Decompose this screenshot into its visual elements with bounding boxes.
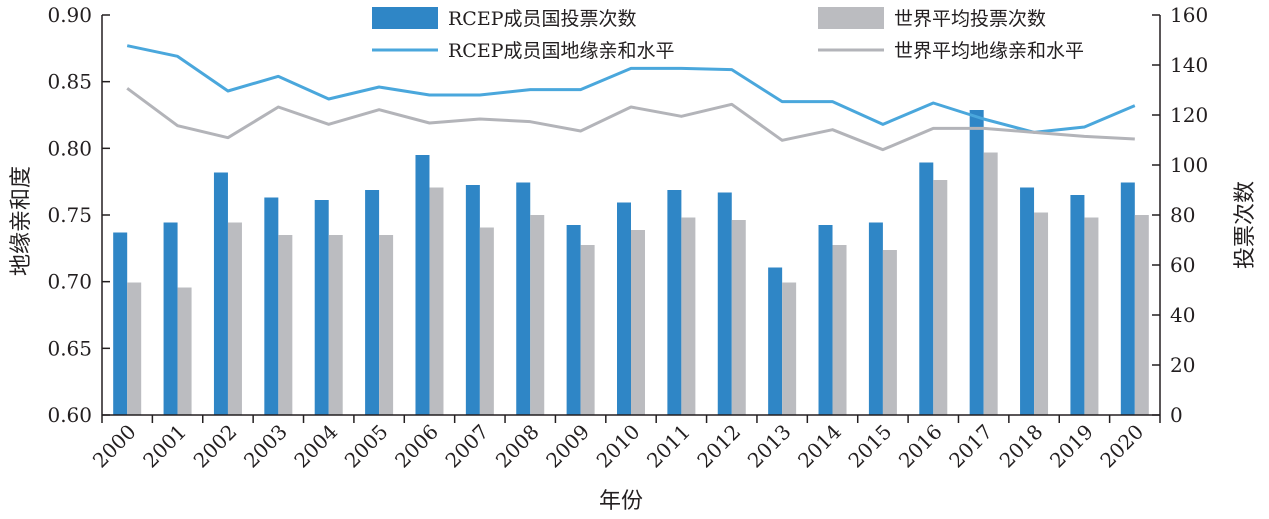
right-y-tick-label: 120 [1170, 103, 1208, 127]
rcep-vote-bar [1020, 187, 1035, 415]
world-vote-bar [177, 287, 192, 415]
left-y-tick-label: 0.65 [47, 336, 92, 360]
x-tick-label: 2013 [743, 420, 796, 473]
x-tick-label: 2000 [88, 420, 141, 473]
x-tick-label: 2017 [944, 420, 997, 473]
rcep-vote-bar [1120, 182, 1135, 415]
rcep-vote-bar [818, 225, 833, 415]
world-vote-bar [530, 215, 545, 415]
rcep-vote-bar [365, 190, 380, 415]
x-tick-label: 2005 [340, 420, 393, 473]
rcep-vote-bar [768, 267, 783, 415]
rcep-vote-bar [465, 185, 480, 415]
world-vote-bar [278, 235, 293, 415]
rcep-vote-bar [969, 110, 984, 415]
world-vote-bar [227, 222, 242, 415]
right-y-tick-label: 100 [1170, 153, 1208, 177]
left-y-tick-label: 0.60 [47, 403, 92, 427]
right-y-tick-label: 60 [1170, 253, 1195, 277]
x-tick-label: 2018 [995, 420, 1048, 473]
world-vote-bar [631, 230, 645, 415]
world-vote-bar [580, 245, 595, 415]
x-tick-label: 2016 [894, 420, 947, 473]
world-vote-bar [1034, 212, 1049, 415]
legend-label: RCEP成员国地缘亲和水平 [448, 40, 675, 62]
world-vote-bar [429, 187, 444, 415]
x-tick-label: 2007 [440, 420, 493, 473]
rcep-vote-bar [264, 197, 279, 415]
rcep-vote-bar [163, 222, 178, 415]
right-y-tick-label: 160 [1170, 3, 1208, 27]
left-y-tick-label: 0.80 [47, 136, 92, 160]
left-y-tick-label: 0.75 [47, 203, 92, 227]
right-y-tick-label: 20 [1170, 353, 1195, 377]
rcep-vote-bar [919, 162, 934, 415]
legend-label: 世界平均投票次数 [894, 8, 1046, 30]
legend-item-rcep-votes: RCEP成员国投票次数 [372, 7, 637, 30]
x-tick-label: 2008 [491, 420, 544, 473]
right-y-tick-label: 140 [1170, 53, 1208, 77]
x-tick-label: 2012 [692, 420, 745, 473]
rcep-vote-bar [314, 200, 329, 415]
left-y-tick-label: 0.90 [47, 3, 92, 27]
x-tick-label: 2009 [541, 420, 594, 473]
world-vote-bar [882, 250, 897, 415]
x-tick-label: 2004 [289, 420, 342, 473]
world-affinity-line [126, 87, 1135, 152]
rcep-vote-bar [113, 232, 128, 415]
world-vote-bar [328, 235, 343, 415]
rcep-vote-bar [717, 192, 732, 415]
world-vote-bar [127, 282, 142, 415]
left-y-tick-label: 0.70 [47, 270, 92, 294]
legend-item-world-votes: 世界平均投票次数 [818, 7, 1046, 30]
rcep-vote-bar [868, 222, 883, 415]
world-vote-bar [379, 235, 394, 415]
world-vote-bar [731, 220, 746, 415]
world-vote-bar [479, 227, 494, 415]
world-vote-bar [983, 152, 998, 415]
right-y-tick-label: 80 [1170, 203, 1195, 227]
rcep-vote-bar [617, 202, 631, 415]
legend: RCEP成员国投票次数 世界平均投票次数 RCEP成员国地缘亲和水平 世界平均地缘亲和… [372, 7, 1084, 62]
world-vote-bar [681, 217, 696, 415]
x-tick-label: 2010 [592, 420, 645, 473]
right-y-tick-label: 0 [1170, 403, 1183, 427]
left-y-axis-title: 地缘亲和度 [9, 166, 34, 276]
left-y-tick-label: 0.85 [47, 70, 92, 94]
rcep-vote-bar [667, 190, 682, 415]
rcep-vote-bar [415, 155, 430, 415]
x-tick-label: 2001 [138, 420, 191, 473]
legend-swatch [818, 7, 884, 29]
x-tick-label: 2006 [390, 420, 443, 473]
right-y-axis-title: 投票次数 [1233, 181, 1258, 269]
legend-item-world-affinity: 世界平均地缘亲和水平 [818, 40, 1084, 62]
world-vote-bar [1134, 215, 1149, 415]
x-axis-title: 年份 [599, 489, 643, 514]
world-vote-bar [782, 282, 797, 415]
rcep-vote-bar [213, 172, 228, 415]
x-tick-label: 2014 [793, 420, 846, 473]
x-tick-label: 2015 [843, 420, 896, 473]
right-y-tick-label: 40 [1170, 303, 1195, 327]
x-tick-label: 2003 [239, 420, 292, 473]
world-vote-bar [933, 180, 948, 415]
x-tick-label: 2019 [1045, 420, 1098, 473]
rcep-affinity-line [126, 44, 1136, 134]
legend-swatch [372, 7, 438, 29]
world-vote-bar [832, 245, 847, 415]
bars-layer [113, 110, 1149, 415]
x-tick-label: 2020 [1095, 420, 1148, 473]
lines-layer [126, 44, 1136, 152]
x-tick-label: 2011 [642, 420, 695, 473]
legend-label: RCEP成员国投票次数 [448, 8, 637, 30]
legend-label: 世界平均地缘亲和水平 [894, 40, 1084, 62]
rcep-vote-bar [516, 182, 531, 415]
rcep-vote-bar [1070, 195, 1085, 415]
world-vote-bar [1084, 217, 1099, 415]
rcep-vote-bar [566, 225, 581, 415]
legend-item-rcep-affinity: RCEP成员国地缘亲和水平 [372, 40, 675, 62]
x-tick-label: 2002 [189, 420, 242, 473]
